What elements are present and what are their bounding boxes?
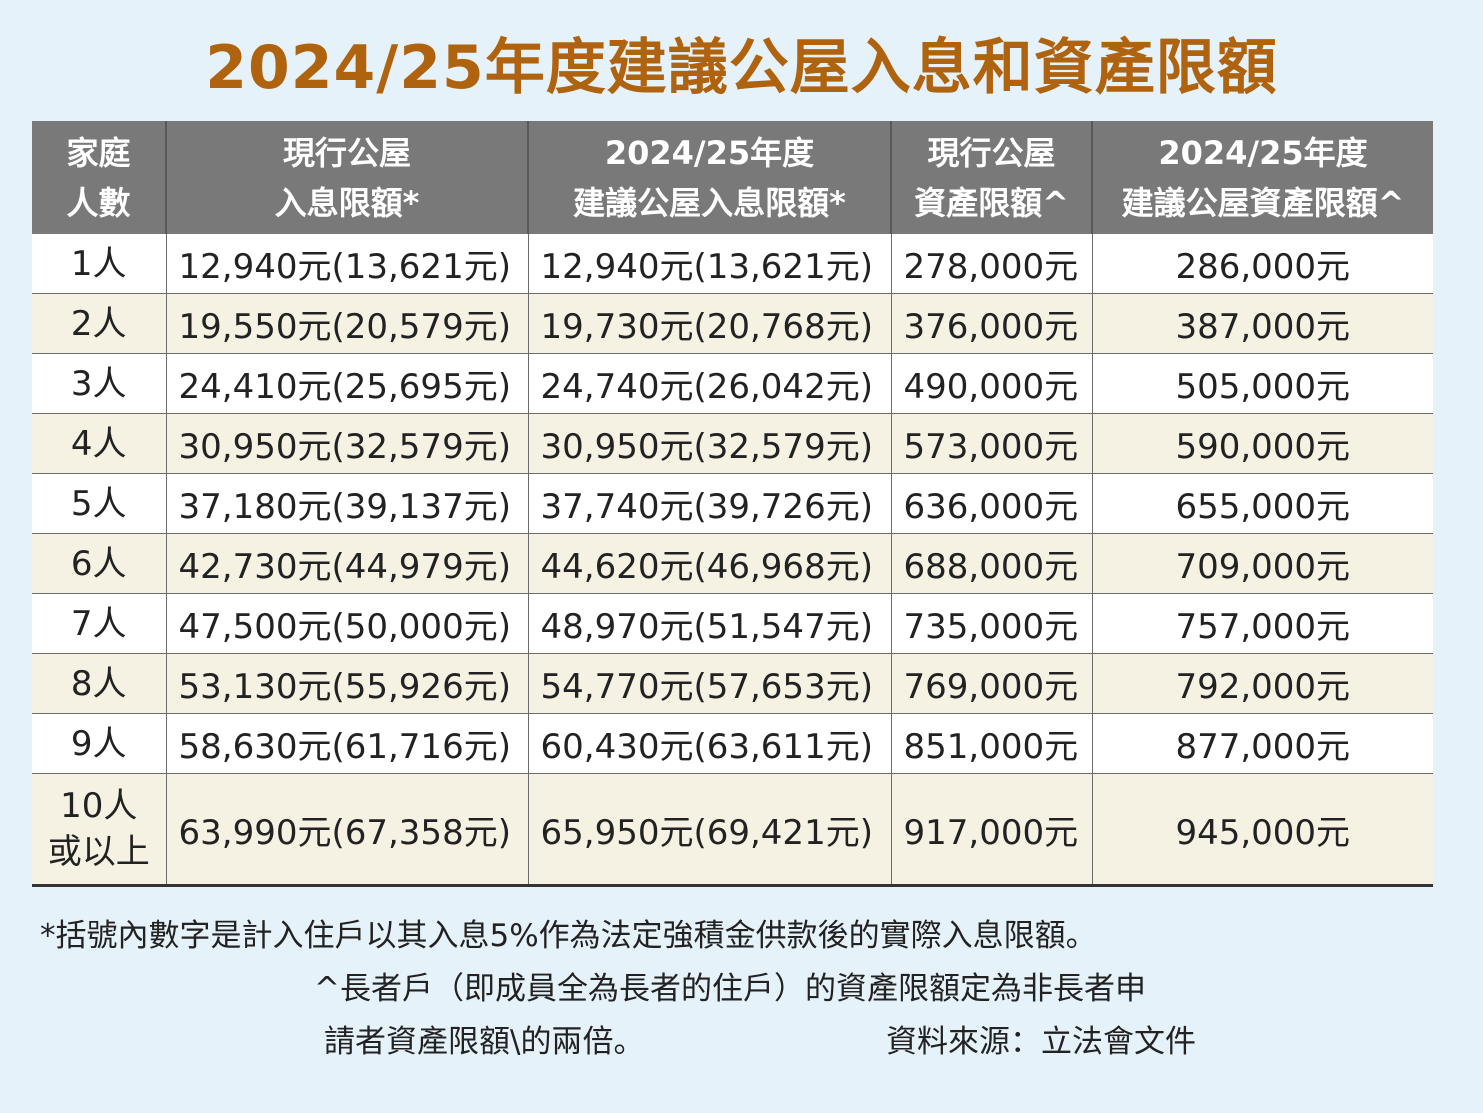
household-size-cell: 4人 (32, 413, 167, 474)
proposed-income-cell: 60,430元(63,611元) (528, 713, 892, 774)
table-row: 1人 12,940元(13,621元) 12,940元(13,621元) 278… (32, 234, 1433, 294)
table-row: 2人 19,550元(20,579元) 19,730元(20,768元) 376… (32, 293, 1433, 354)
proposed-asset-cell: 590,000元 (1092, 413, 1433, 474)
household-size-line: 9人 (70, 723, 127, 764)
proposed-asset-cell: 655,000元 (1092, 473, 1433, 534)
household-size-cell: 2人 (32, 293, 167, 354)
header-line: 建議公屋入息限額* (573, 183, 846, 222)
household-size-cell: 10人 或以上 (32, 773, 167, 886)
header-current-asset-limit: 現行公屋 資產限額^ (891, 121, 1093, 234)
table-row: 7人 47,500元(50,000元) 48,970元(51,547元) 735… (32, 593, 1433, 654)
table-row: 9人 58,630元(61,716元) 60,430元(63,611元) 851… (32, 713, 1433, 774)
household-size-line: 或以上 (47, 832, 150, 872)
proposed-income-cell: 19,730元(20,768元) (528, 293, 892, 354)
header-line: 現行公屋 (282, 133, 411, 172)
current-income-cell: 37,180元(39,137元) (166, 473, 529, 534)
current-income-cell: 24,410元(25,695元) (166, 353, 529, 414)
proposed-income-cell: 30,950元(32,579元) (528, 413, 892, 474)
proposed-income-cell: 65,950元(69,421元) (528, 773, 892, 886)
table-row: 5人 37,180元(39,137元) 37,740元(39,726元) 636… (32, 473, 1433, 534)
proposed-asset-cell: 709,000元 (1092, 533, 1433, 594)
current-income-cell: 42,730元(44,979元) (166, 533, 529, 594)
proposed-asset-cell: 792,000元 (1092, 653, 1433, 714)
proposed-asset-cell: 945,000元 (1092, 773, 1433, 886)
income-footnote: *括號內數字是計入住戶以其入息5%作為法定強積金供款後的實際入息限額。 (40, 918, 1097, 954)
header-line: 現行公屋 (927, 133, 1056, 172)
page-title: 2024/25年度建議公屋入息和資產限額 (205, 33, 1278, 103)
household-size-cell: 6人 (32, 533, 167, 594)
current-asset-cell: 769,000元 (891, 653, 1093, 714)
table-row: 8人 53,130元(55,926元) 54,770元(57,653元) 769… (32, 653, 1433, 714)
household-size-cell: 3人 (32, 353, 167, 414)
current-asset-cell: 636,000元 (891, 473, 1093, 534)
header-line: 人數 (66, 183, 131, 222)
household-size-cell: 1人 (32, 234, 167, 294)
header-proposed-asset-limit: 2024/25年度 建議公屋資產限額^ (1092, 121, 1433, 234)
current-asset-cell: 278,000元 (891, 234, 1093, 294)
household-size-line: 3人 (70, 363, 127, 404)
current-asset-cell: 735,000元 (891, 593, 1093, 654)
header-household-size: 家庭 人數 (32, 121, 167, 234)
proposed-income-cell: 48,970元(51,547元) (528, 593, 892, 654)
limits-table: 家庭 人數 現行公屋 入息限額* 2024/25年度 建議公屋入息限額* 現行公… (32, 121, 1433, 887)
current-asset-cell: 573,000元 (891, 413, 1093, 474)
table-header: 家庭 人數 現行公屋 入息限額* 2024/25年度 建議公屋入息限額* 現行公… (32, 121, 1433, 234)
current-asset-cell: 376,000元 (891, 293, 1093, 354)
proposed-asset-cell: 757,000元 (1092, 593, 1433, 654)
household-size-cell: 5人 (32, 473, 167, 534)
proposed-asset-cell: 286,000元 (1092, 234, 1433, 294)
current-income-cell: 19,550元(20,579元) (166, 293, 529, 354)
table-row: 4人 30,950元(32,579元) 30,950元(32,579元) 573… (32, 413, 1433, 474)
household-size-cell: 7人 (32, 593, 167, 654)
household-size-line: 7人 (70, 603, 127, 644)
current-asset-cell: 917,000元 (891, 773, 1093, 886)
elderly-footnote-line1: ^長者戶（即成員全為長者的住戶）的資產限額定為非長者申 (314, 971, 1146, 1007)
current-income-cell: 47,500元(50,000元) (166, 593, 529, 654)
current-income-cell: 63,990元(67,358元) (166, 773, 529, 886)
household-size-line: 1人 (70, 243, 127, 284)
current-asset-cell: 688,000元 (891, 533, 1093, 594)
household-size-cell: 9人 (32, 713, 167, 774)
household-size-line: 10人 (60, 786, 138, 826)
proposed-income-cell: 54,770元(57,653元) (528, 653, 892, 714)
household-size-line: 4人 (70, 423, 127, 464)
table-row: 3人 24,410元(25,695元) 24,740元(26,042元) 490… (32, 353, 1433, 414)
current-income-cell: 58,630元(61,716元) (166, 713, 529, 774)
source-note: 資料來源：立法會文件 (886, 1024, 1196, 1060)
header-line: 入息限額* (274, 183, 420, 222)
proposed-income-cell: 24,740元(26,042元) (528, 353, 892, 414)
proposed-income-cell: 37,740元(39,726元) (528, 473, 892, 534)
proposed-income-cell: 44,620元(46,968元) (528, 533, 892, 594)
proposed-asset-cell: 387,000元 (1092, 293, 1433, 354)
household-size-cell: 8人 (32, 653, 167, 714)
header-line: 2024/25年度 (1158, 133, 1368, 172)
header-line: 2024/25年度 (604, 133, 815, 172)
current-asset-cell: 851,000元 (891, 713, 1093, 774)
current-asset-cell: 490,000元 (891, 353, 1093, 414)
table-row: 6人 42,730元(44,979元) 44,620元(46,968元) 688… (32, 533, 1433, 594)
header-line: 建議公屋資產限額^ (1121, 183, 1405, 222)
header-proposed-income-limit: 2024/25年度 建議公屋入息限額* (528, 121, 892, 234)
proposed-asset-cell: 877,000元 (1092, 713, 1433, 774)
header-line: 家庭 (66, 133, 131, 172)
current-income-cell: 12,940元(13,621元) (166, 234, 529, 294)
household-size-line: 5人 (70, 483, 127, 524)
proposed-asset-cell: 505,000元 (1092, 353, 1433, 414)
proposed-income-cell: 12,940元(13,621元) (528, 234, 892, 294)
household-size-line: 6人 (70, 543, 127, 584)
household-size-line: 2人 (70, 303, 127, 344)
current-income-cell: 53,130元(55,926元) (166, 653, 529, 714)
household-size-line: 8人 (70, 663, 127, 704)
elderly-footnote-line2: 請者資產限額\的兩倍。 (324, 1024, 645, 1060)
header-line: 資產限額^ (914, 183, 1069, 222)
current-income-cell: 30,950元(32,579元) (166, 413, 529, 474)
header-current-income-limit: 現行公屋 入息限額* (166, 121, 529, 234)
table-body: 1人 12,940元(13,621元) 12,940元(13,621元) 278… (32, 234, 1433, 886)
table-row: 10人 或以上 63,990元(67,358元) 65,950元(69,421元… (32, 773, 1433, 886)
header-row: 家庭 人數 現行公屋 入息限額* 2024/25年度 建議公屋入息限額* 現行公… (32, 121, 1433, 234)
